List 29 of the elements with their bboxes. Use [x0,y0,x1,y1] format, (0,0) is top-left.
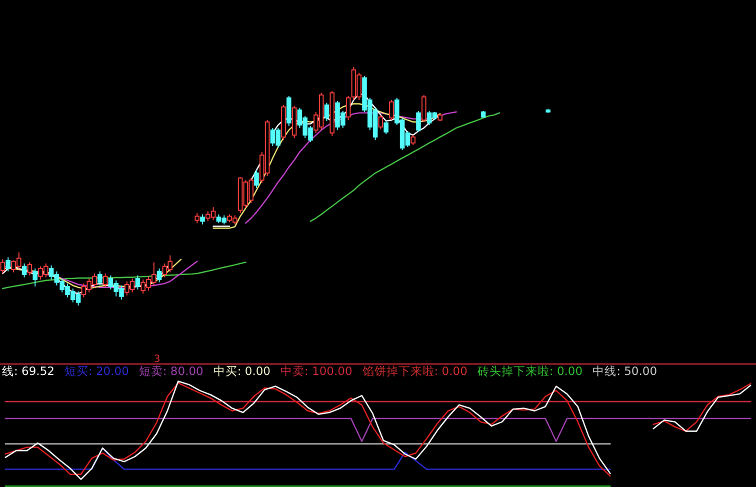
text: 中卖: 100.00 [280,364,352,378]
candlestick [384,120,388,135]
candlestick [324,102,330,122]
candlestick [422,94,426,122]
candlestick [389,100,394,121]
text: 短买: 20.00 [64,364,129,378]
candlestick [346,95,351,121]
candlestick [254,170,259,189]
candlestick [135,274,140,290]
candlestick [416,110,421,132]
candlestick [378,114,384,130]
candlestick [32,268,38,287]
candlestick [194,212,200,224]
text: 砖头掉下来啦: 0.00 [476,364,583,378]
text: 短卖: 80.00 [138,364,204,378]
text: 中线: 50.00 [592,364,658,378]
candlestick [98,270,102,286]
candlestick [200,214,205,225]
candlestick [22,262,27,278]
candlestick [6,256,10,272]
candlestick [27,262,32,276]
text: 3 [154,354,160,365]
text: 线: 69.52 [2,364,54,378]
legend-label: 馅饼掉下来啦: 0.00 [361,364,468,378]
candlestick [0,258,6,274]
candlestick [156,268,162,283]
candlestick [102,273,108,288]
legend-label: 中买: 0.00 [213,364,270,378]
candlestick [410,134,416,146]
